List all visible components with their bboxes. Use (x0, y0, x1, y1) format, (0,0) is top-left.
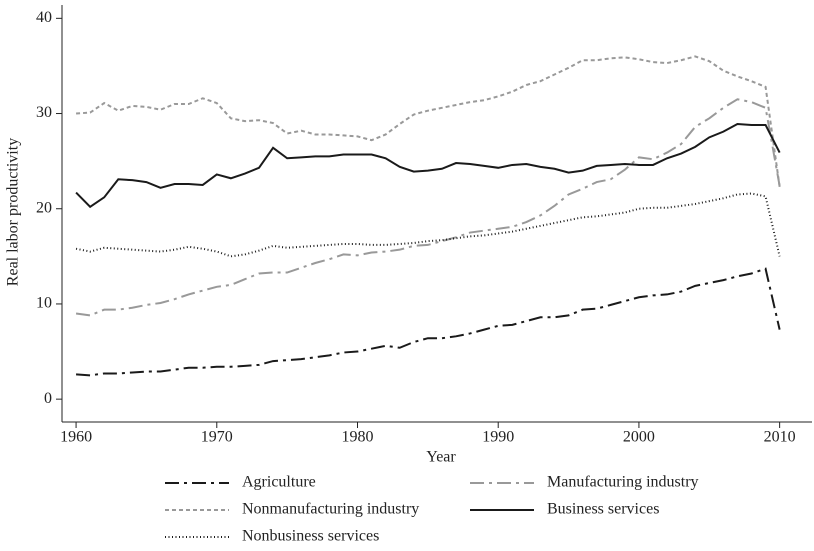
legend-label: Nonmanufacturing industry (242, 501, 419, 518)
series-line (75, 122, 781, 209)
y-tick-label: 10 (36, 295, 52, 312)
legend-label: Agriculture (242, 474, 316, 491)
x-tick-label: 2010 (764, 429, 796, 446)
x-tick-label: 1980 (341, 429, 373, 446)
legend-label: Manufacturing industry (547, 474, 699, 491)
y-tick-label: 0 (44, 390, 52, 407)
series-line (76, 267, 781, 377)
x-axis-title: Year (426, 449, 456, 466)
legend-label: Nonbusiness services (242, 528, 379, 545)
legend-label: Business services (547, 501, 659, 518)
series-line (75, 192, 781, 258)
y-tick-label: 30 (36, 104, 52, 121)
y-tick-label: 20 (36, 199, 52, 216)
x-tick-label: 1970 (201, 429, 233, 446)
x-tick-label: 1990 (482, 429, 514, 446)
x-tick-label: 1960 (60, 429, 92, 446)
y-axis-title: Real labor productivity (5, 138, 22, 286)
y-tick-label: 40 (36, 9, 52, 26)
series-line (75, 98, 781, 317)
x-tick-label: 2000 (623, 429, 655, 446)
series-line (76, 55, 781, 187)
